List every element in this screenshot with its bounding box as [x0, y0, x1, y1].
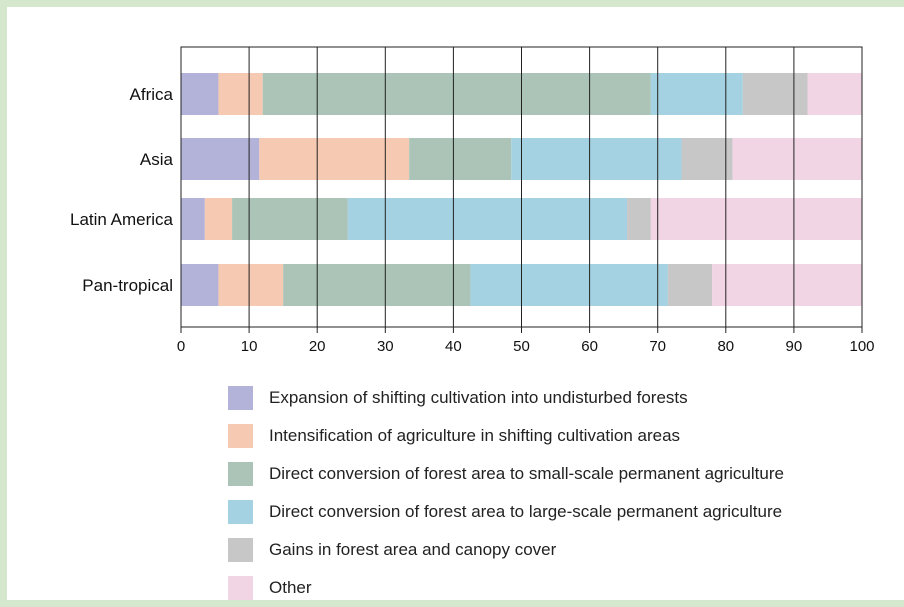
category-label: Asia: [140, 150, 174, 169]
bar-segment-2-1: [204, 198, 233, 240]
bar-segment-2-5: [650, 198, 862, 240]
category-label: Pan-tropical: [82, 276, 173, 295]
bar-segment-1-1: [259, 138, 410, 180]
x-tick-label: 70: [649, 338, 666, 355]
legend-item: Direct conversion of forest area to smal…: [228, 455, 784, 493]
bar-segment-1-0: [181, 138, 260, 180]
bar-segment-3-3: [470, 264, 668, 306]
x-tick-label: 40: [445, 338, 462, 355]
legend-item: Gains in forest area and canopy cover: [228, 531, 784, 569]
legend-swatch: [228, 538, 253, 562]
x-tick-label: 50: [513, 338, 530, 355]
bar-segment-2-0: [181, 198, 205, 240]
bar-segment-3-1: [218, 264, 284, 306]
legend-label: Expansion of shifting cultivation into u…: [269, 388, 688, 407]
x-tick-label: 0: [177, 338, 185, 355]
legend-item: Direct conversion of forest area to larg…: [228, 493, 784, 531]
bar-segment-2-3: [347, 198, 628, 240]
bar-segment-3-2: [283, 264, 471, 306]
legend-label: Direct conversion of forest area to smal…: [269, 464, 784, 483]
bar-segment-1-3: [511, 138, 682, 180]
x-tick-label: 60: [581, 338, 598, 355]
legend-label: Direct conversion of forest area to larg…: [269, 502, 783, 521]
bar-segment-3-5: [712, 264, 862, 306]
bar-segment-1-5: [732, 138, 862, 180]
legend-swatch: [228, 424, 253, 448]
bar-segment-0-3: [650, 73, 743, 115]
x-tick-label: 20: [309, 338, 326, 355]
x-tick-labels: 0 10 20 30 40 50 60 70 80 90 100: [177, 338, 875, 355]
bar-segment-2-2: [232, 198, 348, 240]
legend: Expansion of shifting cultivation into u…: [228, 379, 784, 607]
legend-swatch: [228, 500, 253, 524]
x-tick-label: 10: [241, 338, 258, 355]
x-tick-label: 100: [849, 338, 874, 355]
legend-swatch: [228, 576, 253, 600]
bar-segment-0-1: [218, 73, 263, 115]
x-tick-label: 80: [717, 338, 734, 355]
bar-segment-0-2: [262, 73, 651, 115]
legend-label: Other: [269, 578, 312, 597]
bar-segment-0-4: [742, 73, 808, 115]
bars-layer: [181, 73, 862, 306]
x-tick-label: 30: [377, 338, 394, 355]
legend-label: Gains in forest area and canopy cover: [269, 540, 557, 559]
x-tick-label: 90: [786, 338, 803, 355]
legend-label: Intensification of agriculture in shifti…: [269, 426, 681, 445]
legend-item: Intensification of agriculture in shifti…: [228, 417, 784, 455]
bar-segment-1-2: [409, 138, 512, 180]
bar-segment-2-4: [627, 198, 651, 240]
category-labels: Africa Asia Latin America Pan-tropical: [70, 85, 174, 295]
category-label: Latin America: [70, 210, 174, 229]
legend-item: Expansion of shifting cultivation into u…: [228, 379, 784, 417]
stacked-bar-chart: Africa Asia Latin America Pan-tropical 0 10 2…: [70, 46, 875, 355]
bar-segment-1-4: [681, 138, 733, 180]
bar-segment-3-4: [667, 264, 713, 306]
bar-segment-0-0: [181, 73, 219, 115]
chart-panel: Africa Asia Latin America Pan-tropical 0 10 2…: [7, 7, 904, 600]
legend-swatch: [228, 462, 253, 486]
category-label: Africa: [130, 85, 174, 104]
bar-segment-0-5: [807, 73, 862, 115]
grid-layer: [180, 46, 863, 333]
bar-segment-3-0: [181, 264, 219, 306]
legend-item: Other: [228, 569, 784, 607]
legend-swatch: [228, 386, 253, 410]
